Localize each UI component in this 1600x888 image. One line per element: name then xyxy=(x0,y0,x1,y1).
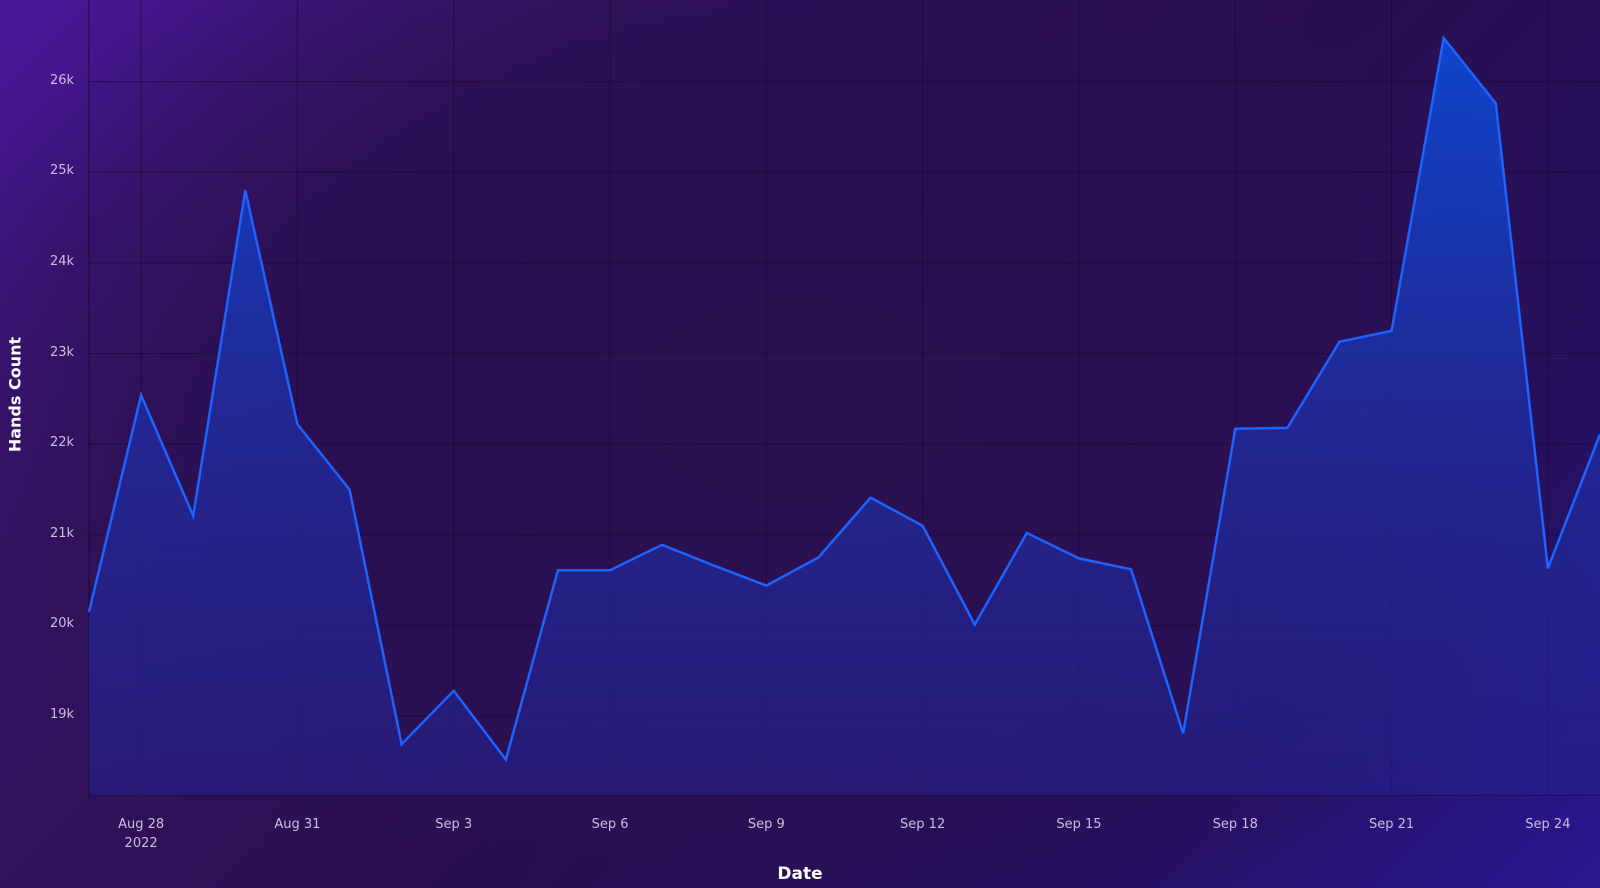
y-tick-label: 23k xyxy=(50,344,75,360)
y-tick-label: 24k xyxy=(50,253,75,269)
area-fill xyxy=(89,38,1600,795)
x-tick-label: Aug 28 2022 xyxy=(118,817,165,851)
y-tick-label: 21k xyxy=(50,525,75,541)
x-tick-label: Sep 21 xyxy=(1368,817,1415,832)
x-tick-label: Sep 24 xyxy=(1525,817,1571,832)
y-tick-label: 22k xyxy=(50,435,75,451)
x-tick-label: Sep 12 xyxy=(900,817,946,832)
x-tick-label: Sep 9 xyxy=(747,817,785,832)
x-axis-title: Date xyxy=(777,864,823,884)
y-tick-label: 26k xyxy=(50,72,75,88)
x-tick-label: Sep 15 xyxy=(1056,817,1102,832)
y-tick-label: 25k xyxy=(50,163,75,179)
x-tick-label: Sep 3 xyxy=(435,817,473,832)
y-tick-label: 20k xyxy=(50,616,75,632)
x-tick-label: Sep 6 xyxy=(591,817,629,832)
x-tick-label: Sep 18 xyxy=(1212,817,1258,832)
y-axis-title: Hands Count xyxy=(5,336,25,453)
x-tick-label: Aug 31 xyxy=(274,817,321,832)
y-tick-label: 19k xyxy=(50,707,75,723)
area-line xyxy=(87,35,1600,763)
